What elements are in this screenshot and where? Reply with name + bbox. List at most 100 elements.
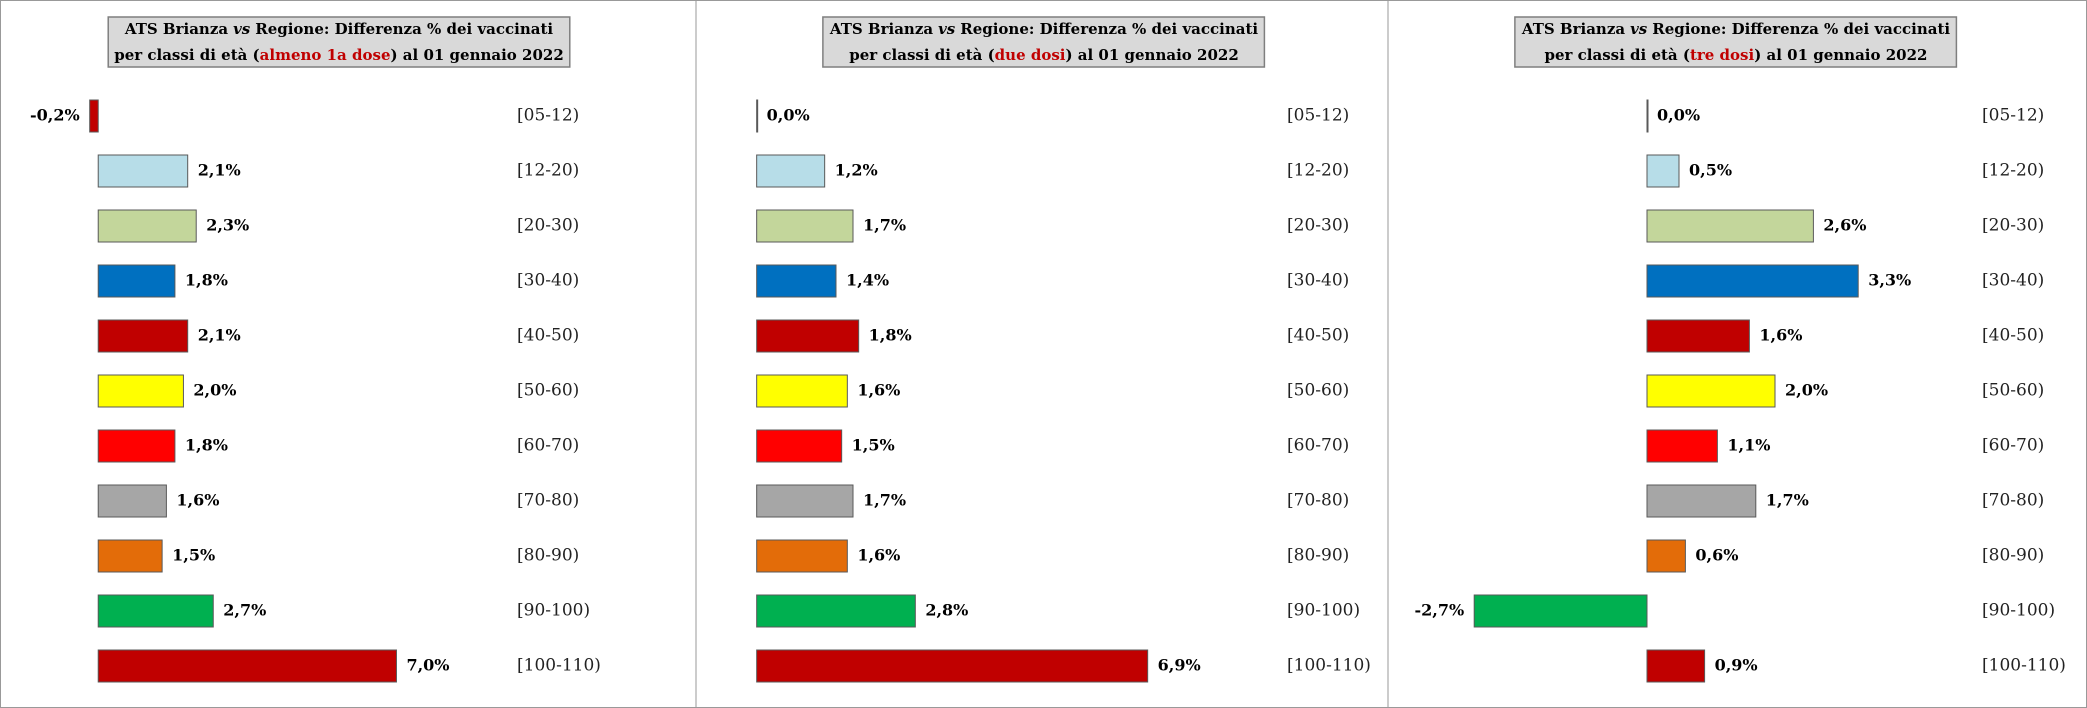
- title-part: ) al 01 gennaio 2022: [1065, 46, 1238, 64]
- bar: [97, 484, 167, 518]
- bar: [97, 429, 176, 463]
- title-part: ) al 01 gennaio 2022: [390, 46, 563, 64]
- bar: [1646, 539, 1686, 573]
- category-label: [05-12): [1982, 106, 2044, 126]
- title-part: ATS Brianza: [829, 20, 933, 38]
- title-part: vs: [233, 20, 251, 38]
- title-part: ) al 01 gennaio 2022: [1754, 46, 1927, 64]
- category-label: [60-70): [517, 436, 579, 456]
- title-part: per classi di età (: [1545, 46, 1690, 64]
- bar: [1646, 374, 1776, 408]
- bar: [756, 264, 837, 298]
- category-label: [20-30): [1982, 216, 2044, 236]
- bar: [756, 484, 854, 518]
- title-box: [822, 16, 1266, 68]
- value-label: 7,0%: [406, 656, 449, 675]
- category-label: [90-100): [517, 601, 590, 621]
- category-label: [50-60): [517, 381, 579, 401]
- bar: [1646, 319, 1750, 353]
- value-label: 0,5%: [1689, 161, 1732, 180]
- bar: [756, 594, 916, 628]
- value-label: 1,6%: [1759, 326, 1802, 345]
- bar: [756, 99, 759, 133]
- category-label: [30-40): [1982, 271, 2044, 291]
- value-label: 1,5%: [172, 546, 215, 565]
- bar: [756, 374, 848, 408]
- category-label: [60-70): [1982, 436, 2044, 456]
- bar: [97, 319, 189, 353]
- category-label: [12-20): [517, 161, 579, 181]
- value-label: 0,0%: [767, 106, 810, 125]
- title-part: vs: [938, 20, 956, 38]
- chart-title: ATS Brianza vs Regione: Differenza % dei v…: [114, 20, 564, 64]
- bar: [97, 374, 184, 408]
- value-label: 1,1%: [1727, 436, 1770, 455]
- value-label: 2,6%: [1823, 216, 1866, 235]
- title-part: per classi di età (: [114, 46, 259, 64]
- value-label: 1,6%: [857, 381, 900, 400]
- title-part: ATS Brianza: [124, 20, 228, 38]
- title-part: per classi di età (: [849, 46, 994, 64]
- title-part: tre dosi: [1690, 46, 1755, 64]
- title-part: ATS Brianza: [1521, 20, 1625, 38]
- category-label: [100-110): [1287, 656, 1371, 676]
- value-label: 1,8%: [185, 271, 228, 290]
- category-label: [90-100): [1982, 601, 2055, 621]
- category-label: [20-30): [517, 216, 579, 236]
- title-part: due dosi: [995, 46, 1066, 64]
- title-part: vs: [1630, 20, 1648, 38]
- value-label: 1,4%: [846, 271, 889, 290]
- value-label: 2,7%: [223, 601, 266, 620]
- title-box: [107, 16, 571, 68]
- value-label: 2,1%: [198, 161, 241, 180]
- value-label: 2,0%: [193, 381, 236, 400]
- category-label: [60-70): [1287, 436, 1349, 456]
- value-label: 0,9%: [1715, 656, 1758, 675]
- category-label: [40-50): [517, 326, 579, 346]
- title-part: Regione: Differenza % dei vaccinati: [255, 20, 553, 38]
- title-part: Regione: Differenza % dei vaccinati: [1652, 20, 1950, 38]
- bar: [1646, 99, 1649, 133]
- title-box: [1514, 16, 1958, 68]
- bar: [756, 209, 854, 243]
- category-label: [30-40): [517, 271, 579, 291]
- value-label: 2,8%: [925, 601, 968, 620]
- bar: [1646, 209, 1814, 243]
- bar: [1646, 264, 1859, 298]
- bar: [97, 594, 214, 628]
- bar: [89, 99, 99, 133]
- value-label: -2,7%: [1415, 601, 1465, 620]
- category-label: [70-80): [517, 491, 579, 511]
- chart-title: ATS Brianza vs Regione: Differenza % dei v…: [829, 20, 1259, 64]
- value-label: 0,0%: [1657, 106, 1700, 125]
- value-label: 6,9%: [1158, 656, 1201, 675]
- category-label: [12-20): [1982, 161, 2044, 181]
- category-label: [100-110): [517, 656, 601, 676]
- bar: [1646, 484, 1757, 518]
- category-label: [05-12): [1287, 106, 1349, 126]
- category-label: [80-90): [1982, 546, 2044, 566]
- bar: [97, 539, 163, 573]
- category-label: [90-100): [1287, 601, 1360, 621]
- category-label: [40-50): [1982, 326, 2044, 346]
- value-label: 1,6%: [176, 491, 219, 510]
- value-label: 1,2%: [835, 161, 878, 180]
- category-label: [12-20): [1287, 161, 1349, 181]
- bar: [756, 154, 826, 188]
- value-label: 1,7%: [863, 491, 906, 510]
- category-label: [70-80): [1982, 491, 2044, 511]
- category-label: [50-60): [1287, 381, 1349, 401]
- bar: [756, 429, 843, 463]
- value-label: 2,1%: [198, 326, 241, 345]
- category-label: [05-12): [517, 106, 579, 126]
- category-label: [20-30): [1287, 216, 1349, 236]
- category-label: [40-50): [1287, 326, 1349, 346]
- category-label: [70-80): [1287, 491, 1349, 511]
- value-label: 1,8%: [869, 326, 912, 345]
- bar: [1473, 594, 1648, 628]
- title-part: almeno 1a dose: [260, 46, 391, 64]
- bar: [756, 649, 1149, 683]
- value-label: 1,7%: [1766, 491, 1809, 510]
